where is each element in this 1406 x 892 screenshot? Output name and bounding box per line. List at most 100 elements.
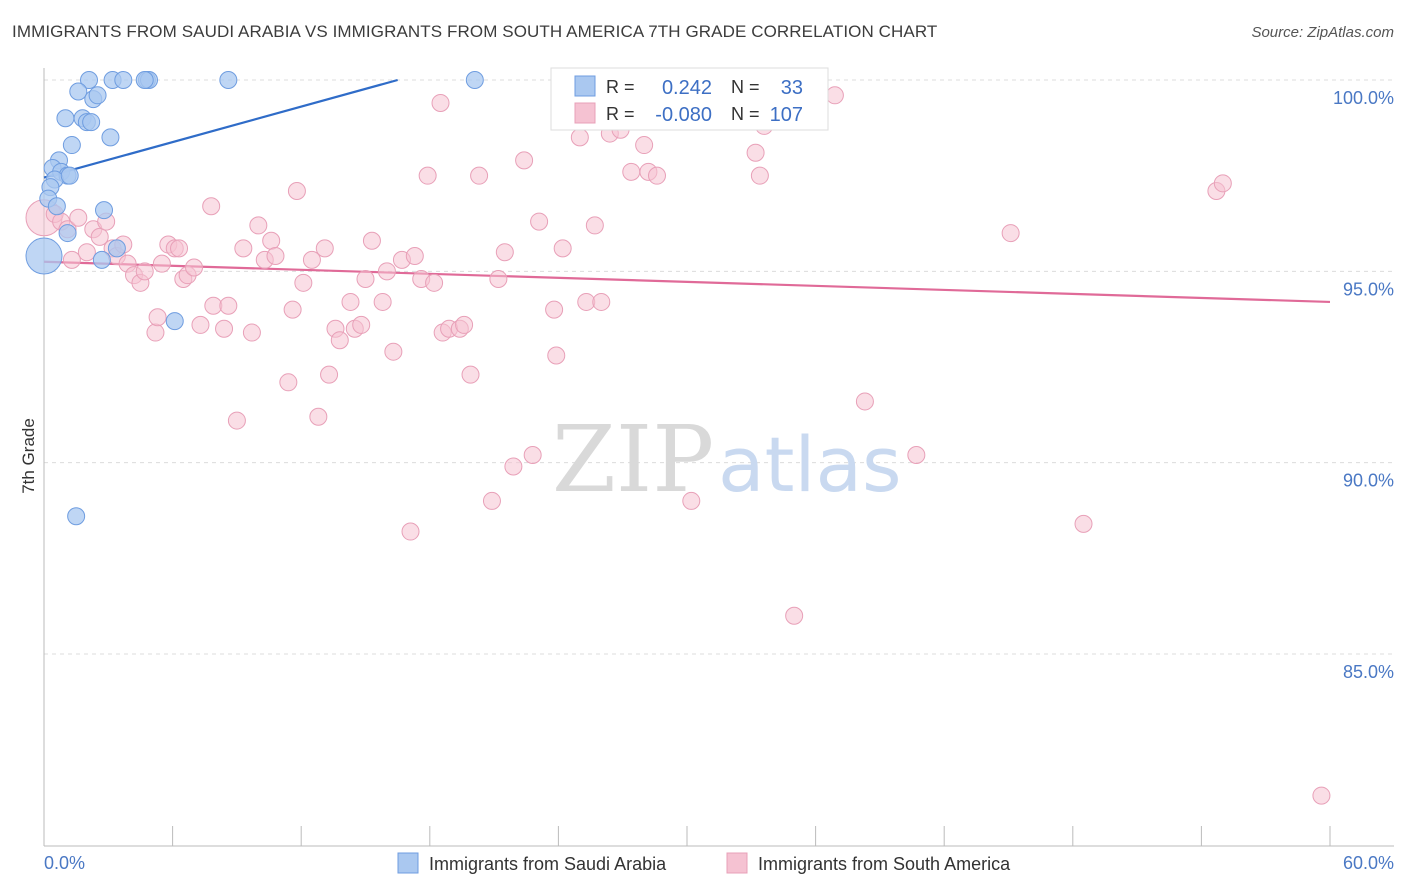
scatter-point	[746, 143, 765, 162]
scatter-point	[373, 292, 392, 311]
stats-r-value-south-america: -0.080	[655, 104, 712, 126]
scatter-point	[80, 71, 99, 89]
scatter-point	[69, 82, 88, 101]
scatter-point	[185, 258, 204, 277]
scatter-point	[465, 71, 484, 89]
scatter-point	[547, 346, 566, 365]
scatter-point	[56, 109, 75, 128]
scatter-point	[320, 365, 339, 384]
scatter-point	[592, 292, 611, 311]
scatter-point	[504, 457, 523, 476]
stats-r-label-south-america: R =	[606, 104, 635, 124]
scatter-point	[1074, 514, 1093, 533]
stats-swatch-saudi-arabia	[574, 75, 596, 97]
scatter-point	[418, 166, 437, 185]
scatter-point	[202, 197, 221, 216]
scatter-point	[219, 71, 238, 89]
legend-label-south-america: Immigrants from South America	[758, 854, 1011, 874]
scatter-point	[495, 243, 514, 262]
scatter-point	[523, 446, 542, 465]
scatter-point	[425, 273, 444, 292]
scatter-point	[294, 273, 313, 292]
scatter-point	[69, 208, 88, 227]
scatter-point	[405, 247, 424, 266]
points-saudi-arabia	[25, 71, 484, 526]
stats-n-value-saudi-arabia: 33	[781, 77, 803, 99]
scatter-point	[530, 212, 549, 231]
legend-label-saudi-arabia: Immigrants from Saudi Arabia	[429, 854, 667, 874]
scatter-point	[58, 224, 77, 243]
scatter-point	[25, 237, 63, 275]
y-axis-label: 7th Grade	[19, 418, 38, 494]
stats-legend-box	[550, 67, 829, 131]
scatter-point	[215, 319, 234, 338]
scatter-point	[377, 262, 396, 281]
y-tick-label: 100.0%	[1333, 88, 1394, 108]
scatter-point	[266, 247, 285, 266]
scatter-point	[384, 342, 403, 361]
scatter-point	[352, 315, 371, 334]
scatter-point	[682, 491, 701, 510]
scatter-point	[234, 239, 253, 258]
x-tick-label-max: 60.0%	[1343, 853, 1394, 873]
y-tick-label: 95.0%	[1343, 279, 1394, 299]
x-tick-label-min: 0.0%	[44, 853, 85, 873]
y-tick-labels: 85.0% 90.0% 95.0% 100.0%	[1333, 88, 1394, 682]
scatter-point	[170, 239, 189, 258]
stats-n-label-south-america: N =	[731, 104, 760, 124]
chart-source: Source: ZipAtlas.com	[1251, 24, 1394, 41]
scatter-point	[401, 522, 420, 541]
stats-n-label-saudi-arabia: N =	[731, 77, 760, 97]
scatter-point	[855, 392, 874, 411]
scatter-point	[1001, 224, 1020, 243]
trend-line-saudi-arabia	[43, 78, 398, 179]
chart-title: IMMIGRANTS FROM SAUDI ARABIA VS IMMIGRAN…	[12, 22, 938, 41]
scatter-point	[356, 269, 375, 288]
stats-r-label-saudi-arabia: R =	[606, 77, 635, 97]
stats-n-value-south-america: 107	[770, 104, 803, 126]
scatter-point	[249, 216, 268, 235]
scatter-point	[101, 128, 120, 147]
scatter-point	[146, 323, 165, 342]
scatter-point	[82, 113, 101, 132]
gridlines	[44, 79, 1394, 655]
scatter-point	[585, 216, 604, 235]
stats-legend: R = 0.242 N = 33 R = -0.080 N = 107	[550, 67, 829, 131]
scatter-point	[577, 292, 596, 311]
scatter-point	[135, 71, 154, 89]
scatter-point	[283, 300, 302, 319]
scatter-point	[95, 201, 114, 220]
x-axis-ticks	[43, 826, 1331, 846]
scatter-point	[455, 315, 474, 334]
scatter-point	[470, 166, 489, 185]
scatter-point	[1213, 174, 1232, 193]
trend-line-south-america	[43, 260, 1331, 304]
scatter-point	[47, 197, 66, 216]
legend-swatch-saudi-arabia	[397, 852, 419, 874]
scatter-point	[107, 239, 126, 258]
scatter-point	[92, 250, 111, 269]
scatter-point	[570, 128, 589, 147]
scatter-point	[622, 162, 641, 181]
scatter-point	[461, 365, 480, 384]
scatter-point	[647, 166, 666, 185]
scatter-point	[315, 239, 334, 258]
scatter-point	[114, 71, 133, 89]
scatter-point	[750, 166, 769, 185]
stats-swatch-south-america	[574, 102, 596, 124]
bottom-legend: Immigrants from Saudi Arabia Immigrants …	[397, 852, 1011, 874]
scatter-point	[907, 446, 926, 465]
watermark: ZIP atlas	[552, 406, 902, 513]
scatter-point	[204, 296, 223, 315]
scatter-point	[90, 227, 109, 246]
scatter-point	[152, 254, 171, 273]
legend-swatch-south-america	[726, 852, 748, 874]
scatter-point	[60, 166, 79, 185]
scatter-point	[227, 411, 246, 430]
scatter-point	[262, 231, 281, 250]
scatter-point	[67, 507, 86, 526]
scatter-point	[77, 243, 96, 262]
scatter-point	[309, 407, 328, 426]
scatter-point	[148, 308, 167, 327]
